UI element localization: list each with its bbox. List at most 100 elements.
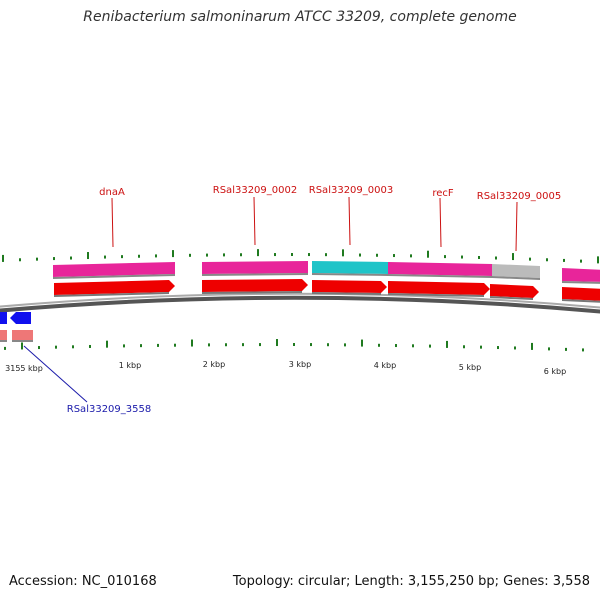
minor-tick [140, 344, 142, 348]
accession-text: Accession: NC_010168 [9, 574, 157, 589]
minor-tick [308, 253, 310, 257]
scale-labels: 3155 kbp 1 kbp 2 kbp 3 kbp 4 kbp 5 kbp 6… [5, 360, 566, 376]
gene-arrow-rsal33209-0005[interactable] [490, 284, 539, 300]
kbp-label: 6 kbp [544, 367, 566, 376]
major-tick [172, 250, 174, 258]
genome-backbone-shadow [0, 295, 600, 314]
gene-arrow-lane [54, 279, 600, 303]
minor-tick [208, 343, 210, 347]
kbp-label: 3155 kbp [5, 364, 43, 373]
minor-tick [206, 253, 208, 257]
major-tick [191, 339, 193, 347]
genome-backbone [0, 292, 600, 309]
gene-labels: dnaA RSal33209_0002 RSal33209_0003 recF … [67, 185, 561, 415]
minor-tick [310, 343, 312, 347]
reverse-features [0, 312, 33, 342]
minor-tick [155, 254, 157, 258]
major-tick [512, 253, 514, 261]
major-tick [342, 249, 344, 257]
minor-tick [410, 254, 412, 258]
minor-tick [138, 254, 140, 258]
minor-tick [36, 257, 38, 261]
gene-label-rsal33209-3558[interactable]: RSal33209_3558 [67, 404, 151, 415]
gene-arrow-dnaA[interactable] [54, 280, 175, 297]
kbp-label: 4 kbp [374, 361, 396, 370]
major-tick [257, 249, 259, 257]
minor-tick [495, 256, 497, 260]
minor-tick [395, 344, 397, 348]
minor-tick [565, 347, 567, 351]
kbp-label: 1 kbp [119, 361, 141, 370]
minor-tick [378, 343, 380, 347]
gene-label-dnaA[interactable]: dnaA [99, 187, 125, 198]
minor-tick [53, 257, 55, 261]
minor-tick [580, 259, 582, 263]
gene-label-rsal33209-0005[interactable]: RSal33209_0005 [477, 191, 561, 202]
minor-tick [189, 253, 191, 257]
major-tick [21, 342, 23, 350]
minor-tick [546, 258, 548, 262]
cds-lane [53, 261, 600, 284]
cds-bar-dnaA[interactable] [53, 262, 175, 279]
minor-tick [259, 343, 261, 347]
cds-bar-rsal33209-0005[interactable] [492, 264, 540, 280]
minor-tick [529, 257, 531, 261]
minor-tick [344, 343, 346, 347]
minor-tick [274, 253, 276, 257]
minor-tick [412, 344, 414, 348]
minor-tick [55, 345, 57, 349]
gene-label-rsal33209-0002[interactable]: RSal33209_0002 [213, 185, 297, 196]
minor-tick [293, 343, 295, 347]
minor-tick [174, 343, 176, 347]
cds-bar-recF[interactable] [388, 262, 492, 278]
major-tick [276, 339, 278, 347]
minor-tick [548, 347, 550, 351]
minor-tick [157, 343, 159, 347]
reverse-cds-rsal33209-3558[interactable] [0, 330, 33, 342]
minor-tick [359, 253, 361, 257]
minor-tick [4, 346, 6, 350]
minor-tick [70, 256, 72, 260]
minor-tick [19, 258, 21, 262]
major-tick [531, 342, 533, 350]
major-tick [427, 250, 429, 258]
major-tick [361, 339, 363, 347]
kbp-label: 3 kbp [289, 360, 311, 369]
minor-tick [104, 255, 106, 259]
minor-tick [514, 346, 516, 350]
minor-tick [478, 256, 480, 260]
minor-tick [463, 345, 465, 349]
gene-arrow-recF[interactable] [388, 281, 490, 297]
major-tick [597, 256, 599, 264]
gene-label-rsal33209-0003[interactable]: RSal33209_0003 [309, 185, 393, 196]
gene-label-recF[interactable]: recF [432, 188, 454, 199]
minor-tick [376, 253, 378, 257]
gene-arrow-rsal33209-0003[interactable] [312, 280, 387, 295]
genome-title: Renibacterium salmoninarum ATCC 33209, c… [83, 9, 517, 25]
minor-tick [327, 343, 329, 347]
minor-tick [582, 348, 584, 352]
major-tick [446, 340, 448, 348]
minor-tick [563, 258, 565, 262]
gene-arrow-rsal33209-0002[interactable] [202, 279, 308, 294]
minor-tick [325, 253, 327, 257]
cds-bar-rsal33209-0002[interactable] [202, 261, 308, 276]
gene-arrow-next[interactable] [562, 287, 600, 303]
minor-tick [72, 345, 74, 349]
major-tick [87, 252, 89, 260]
minor-tick [393, 254, 395, 258]
minor-tick [480, 345, 482, 349]
reverse-arrow-rsal33209-3558[interactable] [0, 312, 31, 324]
minor-tick [461, 255, 463, 259]
cds-bar-rsal33209-0003[interactable] [312, 261, 388, 276]
cds-bar-next[interactable] [562, 268, 600, 284]
kbp-label: 2 kbp [203, 360, 225, 369]
minor-tick [497, 346, 499, 350]
minor-tick [242, 343, 244, 347]
minor-tick [240, 253, 242, 257]
minor-tick [123, 344, 125, 348]
minor-tick [121, 255, 123, 259]
major-tick [2, 254, 4, 262]
